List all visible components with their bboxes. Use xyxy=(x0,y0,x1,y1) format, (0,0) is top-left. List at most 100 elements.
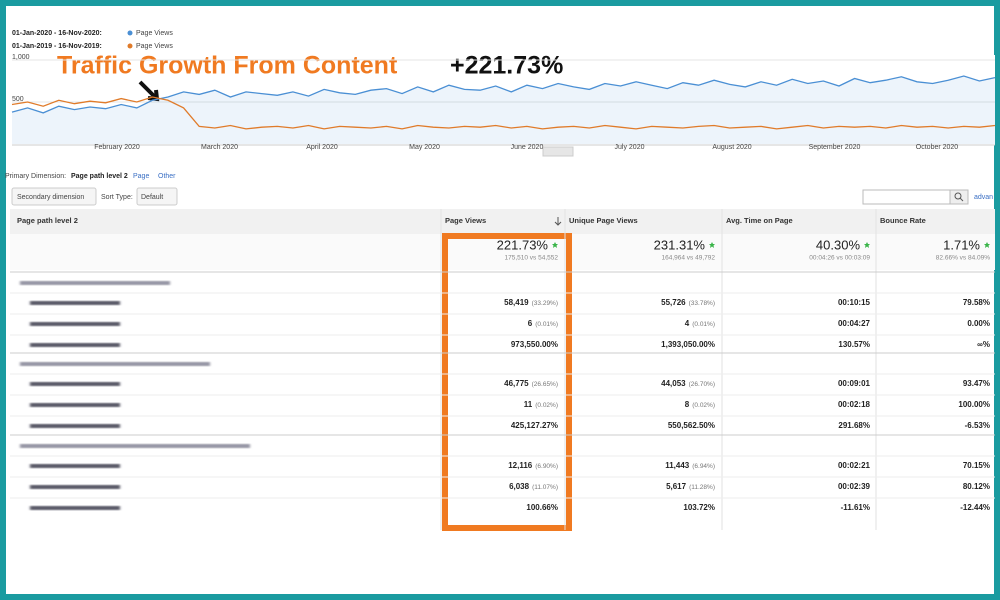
cell-share: (11.28%) xyxy=(689,484,715,491)
cell-value: 44,053 xyxy=(661,379,686,388)
annotation-text: Traffic Growth From Content xyxy=(57,52,398,80)
cell: 100.00% xyxy=(958,400,990,409)
total-value: 1.71% xyxy=(943,237,980,252)
cell-value: 00:04:27 xyxy=(838,319,871,328)
total-value: 40.30% xyxy=(816,237,861,252)
search-icon xyxy=(954,192,962,200)
x-tick-label: September 2020 xyxy=(809,144,861,151)
cell: 425,127.27% xyxy=(511,421,558,430)
chart-toggle[interactable] xyxy=(542,146,574,157)
x-tick-label: June 2020 xyxy=(511,144,544,151)
dimension-option[interactable]: Other xyxy=(158,173,176,180)
cell: 00:10:15 xyxy=(838,298,871,307)
column-header[interactable]: Page path level 2 xyxy=(17,216,78,225)
legend-name: Page Views xyxy=(136,30,173,37)
cell: 00:09:01 xyxy=(838,379,871,388)
cell-value: 00:09:01 xyxy=(838,379,871,388)
cell: 11 (0.02%) xyxy=(524,400,558,409)
cell: 1,393,050.00% xyxy=(661,340,715,349)
secondary-dimension-button[interactable] xyxy=(11,187,97,206)
blurred-row-label xyxy=(30,403,120,407)
line xyxy=(11,75,996,114)
up-star xyxy=(984,242,990,248)
cell-value: 00:02:18 xyxy=(838,400,871,409)
cell: 58,419 (33.29%) xyxy=(504,298,558,307)
cell: 00:02:21 xyxy=(838,461,871,470)
sort-label: Sort Type: xyxy=(101,194,133,201)
blurred-row-label xyxy=(30,424,120,428)
cell-value: 291.68% xyxy=(838,421,870,430)
cell-value: -12.44% xyxy=(960,503,990,512)
column-header[interactable]: Avg. Time on Page xyxy=(726,216,793,225)
totals-bg xyxy=(10,234,995,270)
legend-name: Page Views xyxy=(136,43,173,50)
x-tick-label: July 2020 xyxy=(615,144,645,151)
blurred-row-label xyxy=(30,382,120,386)
blurred-group-label xyxy=(20,362,210,366)
cell-value: 12,116 xyxy=(508,461,533,470)
x-tick-label: February 2020 xyxy=(94,144,140,151)
legend-period: 01-Jan-2020 - 16-Nov-2020: xyxy=(12,30,102,37)
total-value: 221.73% xyxy=(497,237,549,252)
cell-value: 6,038 xyxy=(509,482,530,491)
cell-share: (26.70%) xyxy=(689,381,715,388)
blurred-row-label xyxy=(30,322,120,326)
cell-value: 00:10:15 xyxy=(838,298,871,307)
column-header[interactable]: Page Views xyxy=(445,216,486,225)
blurred-row-label xyxy=(30,506,120,510)
cell-value: 100.00% xyxy=(958,400,990,409)
cell-share: (33.78%) xyxy=(689,300,715,307)
dimension-selected[interactable]: Page path level 2 xyxy=(71,173,128,180)
secondary-dimension[interactable]: Secondary dimension xyxy=(17,194,84,201)
cell-share: (0.02%) xyxy=(535,402,558,409)
cell: 00:04:27 xyxy=(838,319,871,328)
cell-value: 55,726 xyxy=(661,298,686,307)
column-header[interactable]: Bounce Rate xyxy=(880,216,926,225)
total-sub: 175,510 vs 54,552 xyxy=(505,255,559,262)
cell-share: (0.01%) xyxy=(692,321,715,328)
cell-share: (26.65%) xyxy=(532,381,558,388)
cell-value: ∞% xyxy=(977,340,990,349)
total-sub: 82.66% vs 84.09% xyxy=(936,255,990,262)
cell-value: 00:02:21 xyxy=(838,461,871,470)
cell: 79.58% xyxy=(963,298,990,307)
cell: 130.57% xyxy=(838,340,870,349)
cell-share: (11.07%) xyxy=(532,484,558,491)
x-tick-label: May 2020 xyxy=(409,144,440,151)
search-button[interactable] xyxy=(949,189,969,205)
cell: 8 (0.02%) xyxy=(685,400,715,409)
cell-value: 130.57% xyxy=(838,340,870,349)
total-sub: 00:04:26 vs 00:03:09 xyxy=(809,255,870,262)
cell: 46,775 (26.65%) xyxy=(504,379,558,388)
cell: 973,550.00% xyxy=(511,340,558,349)
cell-value: 1,393,050.00% xyxy=(661,340,715,349)
cell-value: 00:02:39 xyxy=(838,482,871,491)
column-header[interactable]: Unique Page Views xyxy=(569,216,638,225)
cell-value: 5,617 xyxy=(666,482,687,491)
sort-value[interactable]: Default xyxy=(141,194,163,201)
x-tick-label: March 2020 xyxy=(201,144,238,151)
cell: 6 (0.01%) xyxy=(528,319,558,328)
cell: 55,726 (33.78%) xyxy=(661,298,715,307)
cell-value: 6 xyxy=(528,319,533,328)
cell-value: 100.66% xyxy=(526,503,558,512)
cell: 44,053 (26.70%) xyxy=(661,379,715,388)
cell-share: (0.02%) xyxy=(692,402,715,409)
cell: -11.61% xyxy=(841,503,870,512)
search-icon xyxy=(959,197,964,202)
cell-value: 973,550.00% xyxy=(511,340,558,349)
dimension-option[interactable]: Page xyxy=(133,173,149,180)
legend-dot xyxy=(127,43,133,49)
cell-value: -6.53% xyxy=(965,421,990,430)
sort-dropdown[interactable] xyxy=(136,187,178,206)
advanced-link[interactable]: advan xyxy=(974,194,993,201)
cell: 80.12% xyxy=(963,482,990,491)
search-box[interactable] xyxy=(862,189,951,205)
cell: 6,038 (11.07%) xyxy=(509,482,558,491)
cell-value: 103.72% xyxy=(683,503,715,512)
legend-period: 01-Jan-2019 - 16-Nov-2019: xyxy=(12,43,102,50)
blurred-row-label xyxy=(30,464,120,468)
cell: 12,116 (6.90%) xyxy=(508,461,558,470)
blurred-row-label xyxy=(30,343,120,347)
cell-value: 425,127.27% xyxy=(511,421,558,430)
